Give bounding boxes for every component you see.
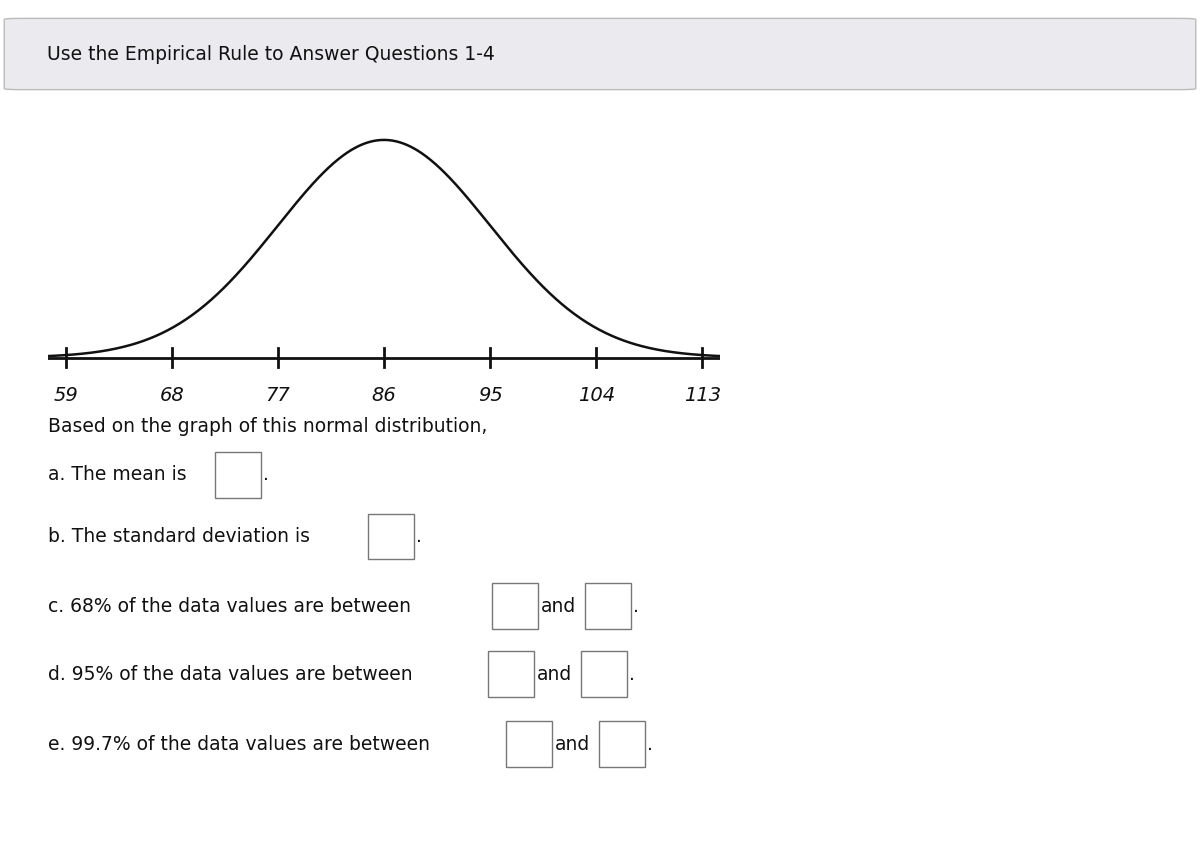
Bar: [581, 652, 628, 697]
Bar: [506, 721, 552, 767]
Text: and: and: [538, 665, 572, 684]
Text: .: .: [647, 734, 653, 754]
Text: 77: 77: [265, 386, 290, 405]
Text: .: .: [634, 597, 638, 616]
Text: 104: 104: [577, 386, 614, 405]
Bar: [488, 652, 534, 697]
Bar: [492, 583, 538, 630]
Text: and: and: [554, 734, 590, 754]
Bar: [368, 513, 414, 560]
FancyBboxPatch shape: [5, 19, 1195, 89]
Bar: [586, 583, 631, 630]
Bar: [599, 721, 646, 767]
Text: Based on the graph of this normal distribution,: Based on the graph of this normal distri…: [48, 417, 487, 436]
Text: .: .: [629, 665, 635, 684]
Text: 113: 113: [684, 386, 721, 405]
Text: 59: 59: [53, 386, 78, 405]
Text: d. 95% of the data values are between: d. 95% of the data values are between: [48, 665, 413, 684]
Text: 68: 68: [160, 386, 184, 405]
Text: 95: 95: [478, 386, 503, 405]
Text: b. The standard deviation is: b. The standard deviation is: [48, 527, 310, 546]
Text: a. The mean is: a. The mean is: [48, 465, 187, 484]
Text: c. 68% of the data values are between: c. 68% of the data values are between: [48, 597, 410, 616]
Text: .: .: [416, 527, 422, 546]
Text: e. 99.7% of the data values are between: e. 99.7% of the data values are between: [48, 734, 430, 754]
Bar: [215, 452, 262, 497]
Text: and: and: [541, 597, 576, 616]
Text: .: .: [263, 465, 269, 484]
Text: 86: 86: [372, 386, 396, 405]
Text: Use the Empirical Rule to Answer Questions 1-4: Use the Empirical Rule to Answer Questio…: [47, 45, 494, 63]
